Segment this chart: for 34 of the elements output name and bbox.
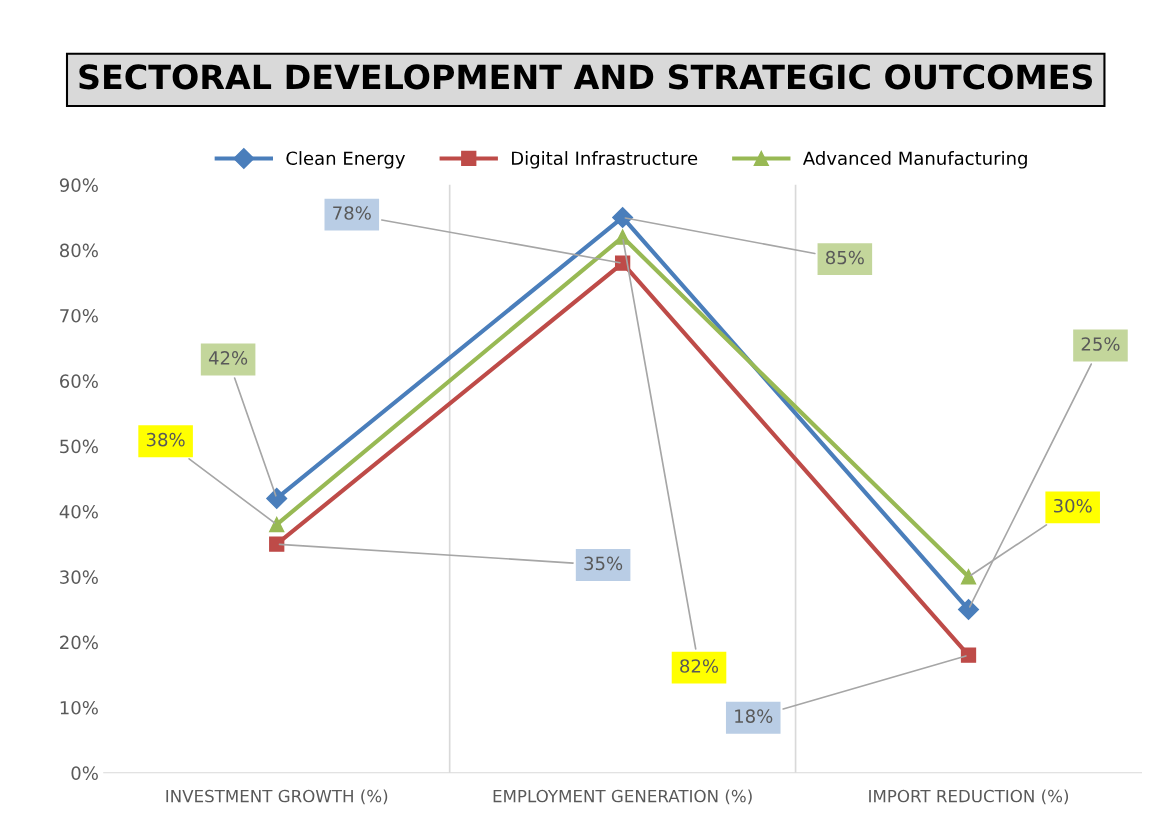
- chart-title: SECTORAL DEVELOPMENT AND STRATEGIC OUTCOMES: [79, 64, 1092, 90]
- y-tick-label: 60%: [60, 374, 98, 388]
- y-tick-label: 20%: [60, 635, 98, 650]
- data-label: 25%: [1081, 337, 1120, 351]
- point: [269, 536, 285, 552]
- point: [612, 206, 634, 228]
- point: [269, 516, 285, 533]
- data-label: 78%: [333, 206, 371, 220]
- data-label: 42%: [208, 351, 248, 365]
- point: [960, 569, 977, 585]
- y-tick-label: 0%: [71, 766, 98, 780]
- legend-label: Advanced Manufacturing: [802, 151, 1027, 169]
- x-tick-label: INVESTMENT GROWTH (%): [166, 789, 388, 805]
- point: [614, 229, 631, 245]
- y-tick-label: 70%: [60, 308, 98, 323]
- y-tick-label: 80%: [60, 243, 98, 258]
- y-tick-label: 90%: [59, 178, 98, 192]
- data-label: 30%: [1054, 498, 1092, 513]
- data-label: 82%: [680, 659, 719, 673]
- legend-label: Clean Energy: [286, 151, 406, 169]
- data-label: 38%: [146, 432, 185, 447]
- data-label: 85%: [826, 250, 864, 265]
- point: [960, 647, 977, 663]
- legend-label: Digital Infrastructure: [512, 151, 698, 169]
- data-label: 18%: [735, 709, 773, 723]
- y-tick-label: 40%: [59, 504, 98, 519]
- y-tick-label: 10%: [60, 700, 98, 715]
- point: [958, 598, 980, 620]
- point: [266, 487, 288, 509]
- y-tick-label: 50%: [60, 439, 98, 454]
- x-tick-label: IMPORT REDUCTION (%): [869, 789, 1069, 805]
- data-label: 35%: [584, 556, 623, 571]
- y-tick-label: 30%: [60, 570, 98, 584]
- x-tick-label: EMPLOYMENT GENERATION (%): [493, 789, 752, 805]
